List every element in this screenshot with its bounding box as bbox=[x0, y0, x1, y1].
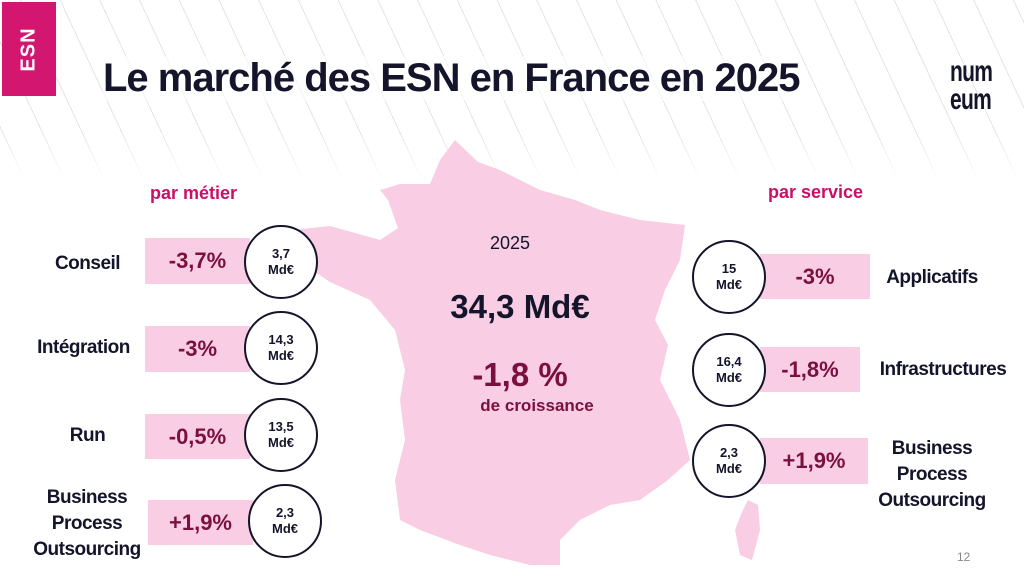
section-tab: ESN bbox=[2, 2, 56, 96]
service-change: -1,8% bbox=[760, 347, 860, 392]
service-label: Business Process Outsourcing bbox=[878, 438, 986, 511]
growth-label: de croissance bbox=[480, 396, 594, 415]
service-label: Applicatifs bbox=[886, 267, 978, 288]
metier-label: Business Process Outsourcing bbox=[33, 487, 141, 560]
market-total: 34,3 Md€ bbox=[450, 288, 590, 325]
metier-change: +1,9% bbox=[148, 500, 253, 545]
service-value-circle: 15 Md€ bbox=[692, 240, 766, 314]
page-title: Le marché des ESN en France en 2025 bbox=[103, 56, 800, 101]
growth-value: -1,8 % bbox=[472, 356, 568, 393]
metier-value-circle: 13,5 Md€ bbox=[244, 398, 318, 472]
metier-label: Intégration bbox=[37, 337, 130, 358]
metier-value-circle: 14,3 Md€ bbox=[244, 311, 318, 385]
metier-label: Run bbox=[69, 425, 106, 446]
service-change: +1,9% bbox=[760, 438, 868, 484]
service-value-circle: 16,4 Md€ bbox=[692, 333, 766, 407]
service-label: Infrastructures bbox=[879, 359, 1007, 380]
corsica bbox=[735, 500, 760, 560]
service-value-circle: 2,3 Md€ bbox=[692, 424, 766, 498]
page-number: 12 bbox=[957, 550, 971, 564]
metier-change: -3% bbox=[145, 326, 250, 372]
metier-label: Conseil bbox=[54, 253, 121, 274]
metier-value-circle: 2,3 Md€ bbox=[248, 484, 322, 558]
par-metier-heading: par métier bbox=[150, 183, 238, 203]
numeum-logo: num eum bbox=[950, 55, 993, 116]
service-change: -3% bbox=[760, 254, 870, 299]
par-service-heading: par service bbox=[768, 182, 864, 202]
metier-value-circle: 3,7 Md€ bbox=[244, 225, 318, 299]
metier-change: -0,5% bbox=[145, 414, 250, 459]
france-mainland bbox=[282, 140, 690, 565]
year-label: 2025 bbox=[489, 233, 531, 253]
metier-change: -3,7% bbox=[145, 238, 250, 284]
